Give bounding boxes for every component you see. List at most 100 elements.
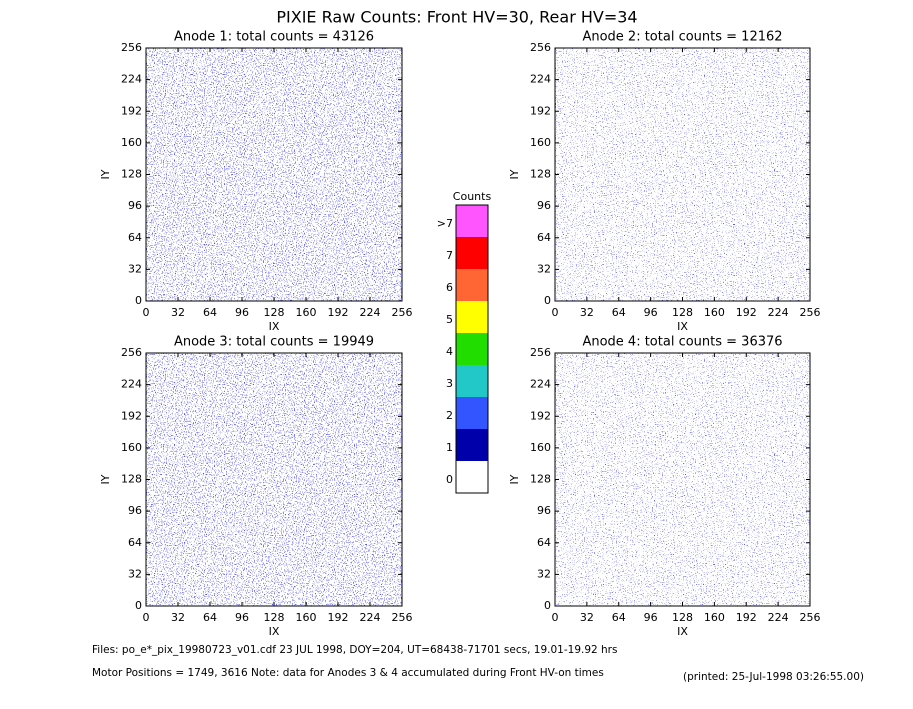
panel-title: Anode 1: total counts = 43126 xyxy=(174,30,374,45)
y-tick-label: 96 xyxy=(537,504,551,517)
y-tick-label: 224 xyxy=(530,73,551,86)
y-axis-label: IY xyxy=(508,474,521,484)
y-tick-label: 256 xyxy=(121,41,142,54)
x-tick-label: 0 xyxy=(143,611,150,624)
x-tick-label: 96 xyxy=(235,611,249,624)
color-level xyxy=(456,237,488,269)
y-tick-label: 64 xyxy=(128,231,142,244)
x-tick-label: 224 xyxy=(360,611,381,624)
y-tick-label: 96 xyxy=(128,199,142,212)
x-tick-label: 256 xyxy=(800,611,821,624)
x-tick-label: 128 xyxy=(672,611,693,624)
x-axis-label: IX xyxy=(269,320,280,333)
y-tick-label: 32 xyxy=(128,567,142,580)
x-axis-label: IX xyxy=(677,320,688,333)
color-level xyxy=(456,429,488,461)
x-tick-label: 160 xyxy=(296,306,317,319)
y-axis-label: IY xyxy=(99,474,112,484)
y-tick-label: 32 xyxy=(537,567,551,580)
x-tick-label: 224 xyxy=(768,611,789,624)
x-tick-label: 224 xyxy=(768,306,789,319)
x-tick-label: 128 xyxy=(264,611,285,624)
x-tick-label: 32 xyxy=(171,306,185,319)
colorbar-label: >7 xyxy=(437,217,453,230)
y-tick-label: 128 xyxy=(530,473,551,486)
y-tick-label: 64 xyxy=(537,231,551,244)
footer-printed: (printed: 25-Jul-1998 03:26:55.00) xyxy=(683,671,864,683)
y-tick-label: 128 xyxy=(530,168,551,181)
x-tick-label: 32 xyxy=(580,611,594,624)
y-tick-label: 192 xyxy=(530,104,551,117)
colorbar-label: 0 xyxy=(446,473,453,486)
colorbar-label: 6 xyxy=(446,281,453,294)
count-texture xyxy=(146,48,402,301)
y-tick-label: 64 xyxy=(128,536,142,549)
color-level xyxy=(456,461,488,493)
y-tick-label: 160 xyxy=(530,441,551,454)
panel-title: Anode 2: total counts = 12162 xyxy=(582,30,782,45)
x-tick-label: 192 xyxy=(328,611,349,624)
colorbar-frame xyxy=(455,204,489,494)
color-level xyxy=(456,269,488,301)
colorbar-label: 2 xyxy=(446,409,453,422)
y-tick-label: 0 xyxy=(544,294,551,307)
y-tick-label: 160 xyxy=(121,441,142,454)
count-texture xyxy=(146,353,402,606)
color-level xyxy=(456,333,488,365)
colorbar-label: 1 xyxy=(446,441,453,454)
y-tick-label: 64 xyxy=(537,536,551,549)
x-axis-label: IX xyxy=(269,625,280,638)
x-tick-label: 256 xyxy=(392,611,413,624)
y-tick-label: 32 xyxy=(537,262,551,275)
x-tick-label: 192 xyxy=(328,306,349,319)
color-level xyxy=(456,205,488,237)
y-tick-label: 128 xyxy=(121,168,142,181)
x-tick-label: 160 xyxy=(704,306,725,319)
footer-motor: Motor Positions = 1749, 3616 Note: data … xyxy=(92,667,604,679)
x-tick-label: 0 xyxy=(143,306,150,319)
y-tick-label: 160 xyxy=(121,136,142,149)
y-tick-label: 256 xyxy=(530,41,551,54)
y-tick-label: 192 xyxy=(121,104,142,117)
y-tick-label: 224 xyxy=(530,378,551,391)
color-level xyxy=(456,301,488,333)
y-axis-label: IY xyxy=(508,169,521,179)
x-tick-label: 160 xyxy=(704,611,725,624)
colorbar-label: 7 xyxy=(446,249,453,262)
color-level xyxy=(456,365,488,397)
colorbar-label: 5 xyxy=(446,313,453,326)
x-tick-label: 224 xyxy=(360,306,381,319)
x-tick-label: 64 xyxy=(612,611,626,624)
y-tick-label: 192 xyxy=(530,409,551,422)
x-tick-label: 96 xyxy=(644,306,658,319)
y-tick-label: 256 xyxy=(121,346,142,359)
y-tick-label: 0 xyxy=(135,294,142,307)
x-tick-label: 64 xyxy=(203,306,217,319)
y-tick-label: 192 xyxy=(121,409,142,422)
x-tick-label: 160 xyxy=(296,611,317,624)
y-tick-label: 32 xyxy=(128,262,142,275)
footer-files: Files: po_e*_pix_19980723_v01.cdf 23 JUL… xyxy=(92,644,617,656)
y-tick-label: 96 xyxy=(128,504,142,517)
y-tick-label: 96 xyxy=(537,199,551,212)
x-tick-label: 192 xyxy=(736,306,757,319)
x-tick-label: 64 xyxy=(612,306,626,319)
page-title: PIXIE Raw Counts: Front HV=30, Rear HV=3… xyxy=(276,8,637,27)
count-texture xyxy=(555,48,810,301)
y-tick-label: 128 xyxy=(121,473,142,486)
x-tick-label: 256 xyxy=(392,306,413,319)
panel-title: Anode 4: total counts = 36376 xyxy=(582,335,782,350)
x-tick-label: 128 xyxy=(264,306,285,319)
y-tick-label: 0 xyxy=(544,599,551,612)
x-tick-label: 32 xyxy=(171,611,185,624)
color-level xyxy=(456,397,488,429)
count-texture xyxy=(555,353,810,606)
y-tick-label: 224 xyxy=(121,378,142,391)
x-tick-label: 0 xyxy=(552,611,559,624)
y-tick-label: 256 xyxy=(530,346,551,359)
x-axis-label: IX xyxy=(677,625,688,638)
y-tick-label: 224 xyxy=(121,73,142,86)
x-tick-label: 96 xyxy=(644,611,658,624)
